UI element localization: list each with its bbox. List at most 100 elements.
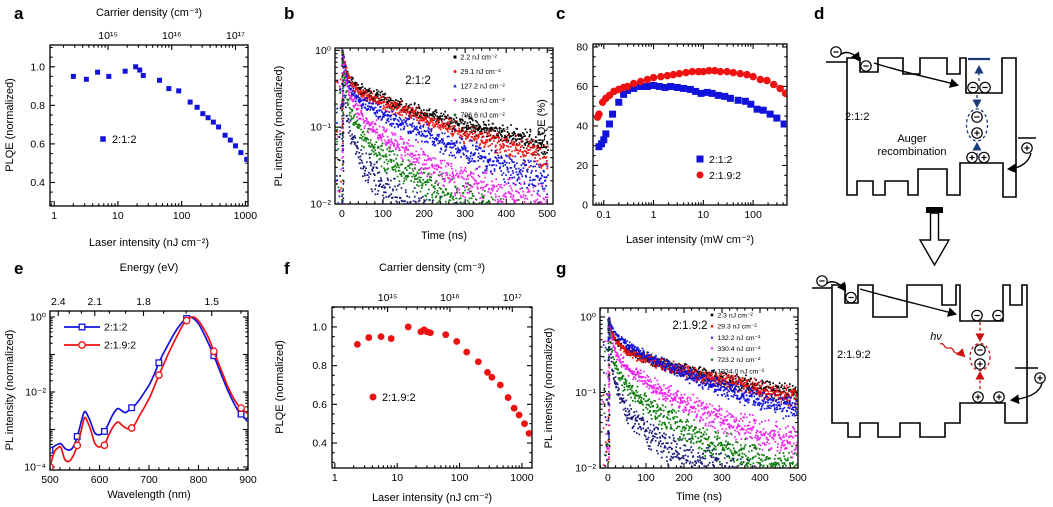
exciton-hole (974, 358, 986, 370)
legend-label: 330.4 nJ cm⁻² (718, 346, 762, 353)
plot-area (602, 316, 798, 468)
svg-text:1000: 1000 (510, 472, 534, 484)
svg-text:100: 100 (173, 210, 191, 222)
svg-text:600: 600 (91, 474, 109, 486)
axes (49, 310, 249, 471)
legend-label: 2:1.9:2 (104, 340, 136, 352)
electron-symbol (860, 60, 872, 72)
svg-text:10⁻²: 10⁻² (575, 463, 596, 475)
legend-label: 2.3 nJ cm⁻² (718, 312, 754, 319)
svg-text:0: 0 (605, 472, 611, 484)
x-axis-title: Laser intensity (nJ cm⁻²) (89, 237, 209, 249)
legend-label: 2:1.9:2 (382, 392, 416, 404)
electron-symbol (816, 275, 828, 287)
legend-label: 29.3 nJ cm⁻² (718, 324, 758, 331)
legend-label: 29.1 nJ cm⁻² (461, 69, 502, 76)
decay-series-796.6 nJ cm⁻² (336, 50, 532, 204)
plot-area (335, 49, 549, 204)
svg-text:10⁻²: 10⁻² (25, 387, 46, 399)
svg-text:0.1: 0.1 (596, 209, 611, 221)
svg-text:500: 500 (538, 208, 556, 220)
axis-tick-labels: 500 600 700 800 900 10⁻⁴ 10⁻² 10⁰ 2.4 2.1 1.8 1.5 En… (4, 262, 257, 501)
legend-label: 723.2 nJ cm⁻² (718, 357, 762, 364)
panel-d-diagram-212: 2:1:2 Auger recombination (826, 46, 1036, 267)
svg-text:10: 10 (697, 209, 709, 221)
axis-tick-labels: 0.1 1 10 100 0 20 40 60 80 Laser intensity (mW cm… (536, 41, 762, 246)
exciton-electron (971, 111, 983, 123)
svg-text:0.4: 0.4 (312, 438, 327, 450)
svg-text:10⁰: 10⁰ (30, 312, 47, 324)
electron-transfer-arrow (873, 62, 960, 88)
svg-text:1000: 1000 (234, 210, 258, 222)
exciton-ellipse (965, 108, 989, 142)
x-axis-title: Time (ns) (676, 491, 722, 503)
svg-text:0: 0 (339, 208, 345, 220)
decay-series-29.3 nJ cm⁻² (602, 318, 798, 466)
electron-symbol (845, 291, 857, 304)
legend-label: 394.9 nJ cm⁻² (461, 98, 506, 105)
axes (334, 47, 554, 205)
svg-text:1.8: 1.8 (136, 296, 151, 308)
legend-label: 127.2 nJ cm⁻² (461, 83, 506, 90)
decay-series-29.1 nJ cm⁻² (336, 50, 549, 193)
svg-text:0.8: 0.8 (312, 360, 327, 372)
panel-label-a: a (14, 4, 24, 23)
electron-symbol (992, 309, 1004, 322)
svg-text:100: 100 (451, 472, 469, 484)
hole-symbol (966, 151, 978, 164)
svg-text:10⁻¹: 10⁻¹ (310, 122, 331, 134)
svg-text:300: 300 (456, 208, 474, 220)
decay-series-394.9 nJ cm⁻² (337, 53, 549, 204)
svg-text:10¹⁷: 10¹⁷ (226, 30, 245, 42)
svg-text:1.0: 1.0 (30, 61, 45, 73)
hole-symbol (972, 391, 984, 403)
axis-tick-labels: 1 10 100 1000 0.4 0.6 0.8 1.0 10¹⁵ 10¹⁶ 10¹⁷ Carrie… (4, 7, 257, 249)
photon-wavy-arrow (939, 343, 966, 358)
exciton-hole (971, 127, 983, 139)
svg-text:500: 500 (789, 472, 807, 484)
legend-label: 2:1:2 (709, 154, 733, 166)
decay-series-127.2 nJ cm⁻² (336, 49, 549, 204)
exciton-ellipse (969, 342, 991, 372)
material-label: 2:1:2 (845, 111, 869, 123)
top-axis-title: Carrier density (cm⁻³) (96, 7, 202, 19)
plot-area (354, 323, 532, 437)
y-axis-title: PLQE (normalized) (4, 78, 16, 172)
legend-label: 132.2 nJ cm⁻² (718, 335, 762, 342)
plot-area (593, 66, 787, 151)
legend-label: 1259.0 nJ cm⁻² (461, 127, 510, 134)
axis-tick-labels: 1 10 100 1000 0.4 0.6 0.8 1.0 10¹⁵ 10¹⁶ 10¹⁷ Carrie… (274, 262, 534, 504)
decay-series-132.2 nJ cm⁻² (602, 317, 798, 462)
svg-text:100: 100 (637, 472, 655, 484)
axes (592, 43, 788, 206)
panel-label-d: d (814, 4, 825, 23)
electron-symbol (830, 46, 842, 58)
panel-label-b: b (284, 4, 295, 23)
electron-symbol (967, 81, 979, 94)
composition-annotation: 2:1:2 (405, 75, 431, 87)
panel-f-chart: 1 10 100 1000 0.4 0.6 0.8 1.0 10¹⁵ 10¹⁶ 10¹⁷ Carrie… (274, 262, 534, 504)
photon-label: hν (930, 331, 942, 343)
svg-text:80: 80 (576, 41, 588, 53)
hole-symbol (1034, 372, 1046, 384)
series-2:1:2 (595, 81, 787, 151)
hole-symbol (978, 151, 990, 164)
svg-text:2.1: 2.1 (87, 296, 102, 308)
series-2:1:2 (70, 64, 248, 162)
svg-text:1: 1 (651, 209, 657, 221)
legend-label: 2:1.9:2 (709, 170, 741, 182)
panel-g-chart: 0 100 200 300 400 500 10⁻² 10⁻¹ 10⁰ Time (ns) PL i… (543, 307, 807, 503)
electron-injection-arrow (825, 281, 847, 292)
svg-text:10¹⁵: 10¹⁵ (98, 30, 118, 42)
panel-a-chart: 1 10 100 1000 0.4 0.6 0.8 1.0 10¹⁵ 10¹⁶ 10¹⁷ Carrie… (4, 7, 257, 249)
svg-text:400: 400 (751, 472, 769, 484)
svg-text:1: 1 (51, 210, 57, 222)
svg-text:900: 900 (239, 474, 257, 486)
plot-area (70, 64, 248, 162)
panel-d-diagram-2192: hν 2:1.9:2 (812, 275, 1046, 438)
axes (49, 44, 249, 207)
series-2:1.9:2 (354, 323, 532, 437)
exciton-electron (974, 344, 986, 356)
svg-text:10⁰: 10⁰ (315, 45, 332, 57)
